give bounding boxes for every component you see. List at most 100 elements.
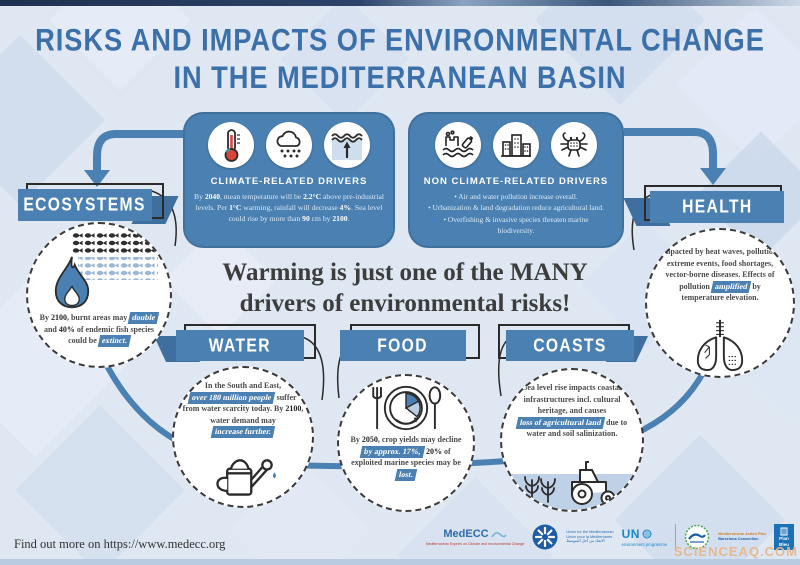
- text-part: suffer from water scarcity today. By: [182, 392, 297, 414]
- text-part: cm by: [309, 214, 333, 223]
- climate-icons-row: [183, 122, 395, 168]
- climate-drivers-text: By 2040, mean temperature will be 2.2°C …: [183, 191, 395, 224]
- unep-logo-subtitle: environment programme: [621, 541, 668, 547]
- highlight-chip: by approx. 17%,: [360, 445, 426, 458]
- ufm-line2: Union pour la Méditerranée: [566, 534, 613, 539]
- non-climate-icons-row: [408, 122, 624, 168]
- health-bubble: Impacted by heat waves, pollution, extre…: [645, 228, 795, 378]
- ecosystems-text: By 2100, burnt areas may double and 40% …: [36, 312, 162, 347]
- water-bubble: In the South and East, over 180 million …: [172, 366, 314, 508]
- text-part: and: [43, 324, 59, 334]
- water-bubble-outline: [297, 335, 325, 401]
- left-arrow-head-icon: [84, 170, 110, 187]
- water-text: In the South and East, over 180 million …: [182, 380, 304, 438]
- section-label-health: HEALTH: [650, 191, 784, 223]
- fish-pattern-icon: [72, 232, 164, 280]
- text-part: In the South and East,: [204, 381, 282, 390]
- highlight-chip: double: [128, 312, 160, 324]
- text-part-bold: 4%: [339, 203, 352, 212]
- un-emblem-icon: [642, 529, 652, 539]
- ufm-line1: Union for the Mediterranean: [566, 529, 614, 534]
- non-climate-drivers-title: NON CLIMATE-RELATED DRIVERS: [423, 176, 609, 187]
- text-part-bold: 2040: [204, 192, 220, 201]
- center-message: Warming is just one of the MANY drivers …: [160, 258, 650, 319]
- medecc-logo-subtitle: Mediterranean Experts on Climate and env…: [425, 541, 525, 546]
- coasts-label: COASTS: [533, 334, 607, 356]
- plan-bleu-tower-icon: [780, 527, 788, 536]
- watermark-text: SCIENCEAQ.COM: [673, 544, 798, 559]
- text-part: . Sea level could rise by more than: [228, 203, 383, 223]
- page-title-line1: RISKS AND IMPACTS OF ENVIRONMENTAL CHANG…: [35, 23, 765, 59]
- health-label: HEALTH: [681, 196, 753, 217]
- non-climate-bullet-2: • Urbanization & land degradation reduce…: [428, 203, 604, 213]
- left-arrow-line: [93, 130, 183, 172]
- text-part-bold: 2.2°C: [303, 192, 322, 201]
- more-info-text: Find out more on https://www.medecc.org: [14, 537, 226, 551]
- text-part: By: [350, 435, 362, 444]
- top-border-strip: [0, 0, 800, 6]
- highlight-chip: loss of agricultural land: [515, 416, 606, 429]
- text-part: of endemic fish species could be: [68, 324, 154, 346]
- section-label-food: FOOD: [340, 330, 466, 361]
- partner-logos-row: MedECC Mediterranean Experts on Climate …: [426, 524, 794, 550]
- coasts-text: Sea level rise impacts coastal infrastru…: [510, 382, 634, 440]
- thermometer-icon: [208, 122, 254, 168]
- highlight-chip: extinct.: [97, 335, 132, 347]
- text-part: , water demand may: [210, 404, 304, 425]
- text-part: Impacted by heat waves, pollution, extre…: [660, 247, 780, 291]
- plate-pie-chart-icon: [372, 385, 442, 431]
- text-part: by temperature elevation.: [681, 281, 761, 303]
- highlight-chip: lost.: [394, 468, 418, 481]
- text-part: due to water and soil salinization.: [526, 417, 628, 439]
- climate-drivers-title: CLIMATE-RELATED DRIVERS: [210, 176, 368, 187]
- text-part: By: [39, 313, 51, 322]
- text-part-bold: 1°C: [229, 203, 242, 212]
- non-climate-drivers-box: NON CLIMATE-RELATED DRIVERS • Air and wa…: [408, 112, 624, 248]
- map-line1: Mediterranean Action Plan: [718, 532, 766, 537]
- plan-bleu-line2: Bleu: [779, 541, 789, 547]
- non-climate-bullet-3: • Overfishing & invasive species threate…: [443, 214, 589, 236]
- ufm-emblem-icon: [532, 524, 558, 550]
- page-title-line2: IN THE MEDITERRANEAN BASIN: [173, 60, 627, 96]
- ecosystems-bubble: By 2100, burnt areas may double and 40% …: [26, 222, 172, 368]
- food-text: By 2050, crop yields may decline by appr…: [347, 434, 465, 481]
- text-part-bold: 2050: [361, 435, 378, 444]
- lungs-icon: [696, 319, 744, 372]
- ufm-line3: الاتحاد من أجل المتوسط: [566, 539, 605, 544]
- medecc-wave-icon: [490, 531, 507, 538]
- section-label-water: WATER: [176, 330, 304, 361]
- non-climate-bullet-1: • Air and water pollution increase overa…: [454, 192, 578, 201]
- plan-bleu-line1: Plan: [779, 536, 789, 541]
- water-label: WATER: [208, 334, 272, 356]
- text-part-bold: 20%: [426, 446, 443, 456]
- highlight-chip: over 180 million people: [188, 391, 276, 404]
- flame-icon: [54, 256, 90, 309]
- text-part-bold: 2100: [50, 313, 67, 322]
- text-part: of exploited marine species may be: [351, 446, 461, 468]
- text-part: , crop yields may decline: [377, 435, 462, 444]
- unep-logo: UN environment programme: [622, 527, 668, 547]
- bottom-border-strip: [0, 559, 800, 565]
- map-logo-text: Mediterranean Action Plan Barcelona Conv…: [718, 532, 766, 541]
- highlight-chip: amplified: [710, 280, 752, 293]
- watering-can-icon: [216, 459, 276, 496]
- invasive-species-icon: [551, 122, 597, 168]
- text-part: , burnt areas may: [66, 313, 130, 322]
- ecosystems-label: ECOSYSTEMS: [23, 194, 147, 215]
- highlight-chip: increase further.: [210, 426, 276, 438]
- text-part: above pre-industrial levels. Per: [195, 192, 384, 212]
- text-part-bold: 90: [302, 214, 310, 223]
- text-part: .: [347, 214, 350, 223]
- logo-divider: [675, 524, 677, 550]
- medecc-logo-text: MedECC: [443, 527, 489, 540]
- tractor-wheat-icon: [524, 461, 616, 506]
- text-part-bold: 2100: [332, 214, 348, 223]
- text-part: By: [194, 192, 205, 201]
- center-message-line1: Warming is just one of the MANY: [222, 259, 588, 286]
- ufm-logo-text: Union for the Mediterranean Union pour l…: [566, 530, 613, 544]
- right-arrow-head-icon: [700, 168, 726, 185]
- water-pollution-icon: [435, 122, 481, 168]
- food-label: FOOD: [377, 334, 429, 356]
- section-label-coasts: COASTS: [506, 330, 634, 361]
